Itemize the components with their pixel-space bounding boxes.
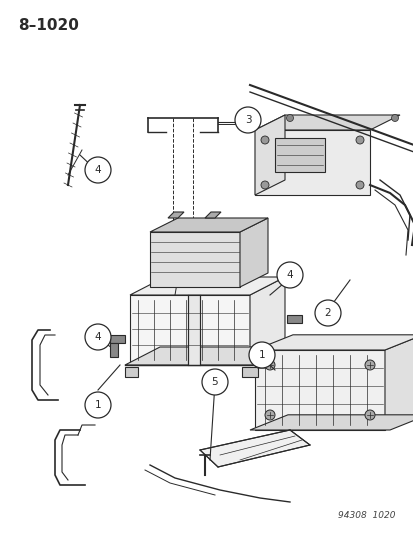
Polygon shape — [254, 350, 384, 430]
Text: 3: 3 — [244, 115, 251, 125]
Text: 2: 2 — [324, 308, 330, 318]
Polygon shape — [249, 415, 413, 430]
Polygon shape — [150, 232, 240, 287]
Circle shape — [85, 324, 111, 350]
Text: 94308  1020: 94308 1020 — [338, 511, 395, 520]
Circle shape — [260, 181, 268, 189]
Polygon shape — [130, 295, 249, 365]
Polygon shape — [274, 138, 324, 172]
Polygon shape — [240, 218, 267, 287]
Text: 5: 5 — [211, 377, 218, 387]
Text: 1: 1 — [258, 350, 265, 360]
Text: 4: 4 — [95, 332, 101, 342]
Circle shape — [85, 157, 111, 183]
Polygon shape — [150, 218, 267, 232]
Polygon shape — [188, 295, 199, 365]
Polygon shape — [168, 212, 183, 218]
Text: 1: 1 — [95, 400, 101, 410]
Polygon shape — [249, 277, 284, 365]
Polygon shape — [286, 315, 301, 323]
Circle shape — [276, 262, 302, 288]
Circle shape — [314, 300, 340, 326]
Polygon shape — [242, 367, 257, 377]
Polygon shape — [384, 335, 413, 430]
Polygon shape — [204, 212, 221, 218]
Circle shape — [286, 115, 293, 122]
Circle shape — [264, 360, 274, 370]
Circle shape — [364, 410, 374, 420]
Circle shape — [235, 107, 260, 133]
Polygon shape — [110, 335, 125, 343]
Circle shape — [85, 392, 111, 418]
Polygon shape — [125, 367, 138, 377]
Circle shape — [202, 369, 228, 395]
Circle shape — [355, 136, 363, 144]
Polygon shape — [130, 277, 284, 295]
Polygon shape — [254, 335, 413, 350]
Circle shape — [260, 136, 268, 144]
Text: 4: 4 — [95, 165, 101, 175]
Polygon shape — [199, 430, 309, 467]
Circle shape — [364, 360, 374, 370]
Polygon shape — [254, 115, 284, 195]
Polygon shape — [125, 347, 289, 365]
Polygon shape — [110, 343, 118, 357]
Text: 4: 4 — [286, 270, 292, 280]
Polygon shape — [254, 115, 399, 130]
Circle shape — [355, 181, 363, 189]
Text: 8–1020: 8–1020 — [18, 18, 79, 33]
Polygon shape — [254, 130, 369, 195]
Circle shape — [264, 410, 274, 420]
Circle shape — [248, 342, 274, 368]
Circle shape — [391, 115, 398, 122]
